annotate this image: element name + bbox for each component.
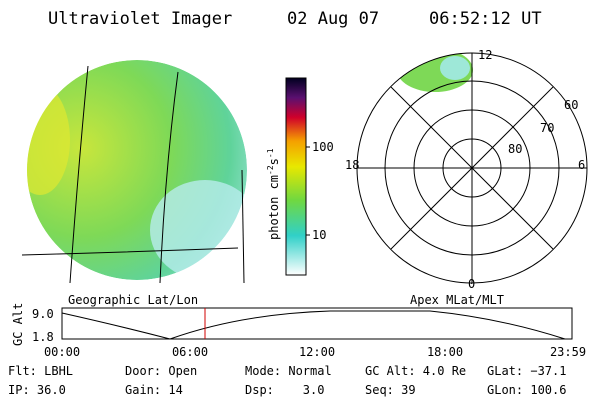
caption: Apex MLat/MLT [410, 293, 504, 307]
geo-image [27, 60, 247, 280]
status-field: Mode: Normal [245, 364, 332, 378]
time-tick: 00:00 [44, 345, 80, 359]
geo-grid [21, 65, 245, 284]
polar-image [397, 53, 473, 92]
mlt-label: 6 [578, 158, 585, 172]
footer: Flt: LBHL IP: 36.0 Door: Open Gain: 14 Mode:… [8, 364, 566, 397]
status-field: Dsp: 3.0 [245, 383, 324, 397]
colorbar-tick: 10 [312, 228, 326, 242]
alt-label: GC Alt [11, 303, 25, 346]
time-tick: 23:59 [550, 345, 586, 359]
status-field: Door: Open [125, 364, 197, 378]
polar-grid [356, 52, 588, 284]
caption: Geographic Lat/Lon [68, 293, 198, 307]
alt-tick: 9.0 [32, 307, 54, 321]
status-field: Seq: 39 [365, 383, 416, 397]
status-field: GLat: −37.1 [487, 364, 566, 378]
mlt-label: 0 [468, 277, 475, 291]
ring-label: 60 [564, 98, 578, 112]
status-field: GLon: 100.6 [487, 383, 566, 397]
colorbar-tick: 100 [312, 140, 334, 154]
alt-curve [61, 310, 566, 340]
ring-label: 80 [508, 142, 522, 156]
time-tick: 18:00 [427, 345, 463, 359]
mlt-label: 12 [478, 48, 492, 62]
date: 02 Aug 07 [287, 9, 379, 29]
time-tick: 12:00 [299, 345, 335, 359]
alt-tick: 1.8 [32, 330, 54, 344]
alt-plot [61, 307, 573, 340]
status-field: Gain: 14 [125, 383, 183, 397]
status-field: IP: 36.0 [8, 383, 66, 397]
time-tick: 06:00 [172, 345, 208, 359]
time: 06:52:12 UT [429, 9, 542, 29]
ring-label: 70 [540, 121, 554, 135]
mlt-label: 18 [345, 158, 359, 172]
colorbar [285, 77, 307, 276]
status-field: Flt: LBHL [8, 364, 73, 378]
colorbar-label: photon cm-2s-1 [266, 148, 281, 240]
instrument: Ultraviolet Imager [48, 9, 232, 29]
status-field: GC Alt: 4.0 Re [365, 364, 466, 378]
